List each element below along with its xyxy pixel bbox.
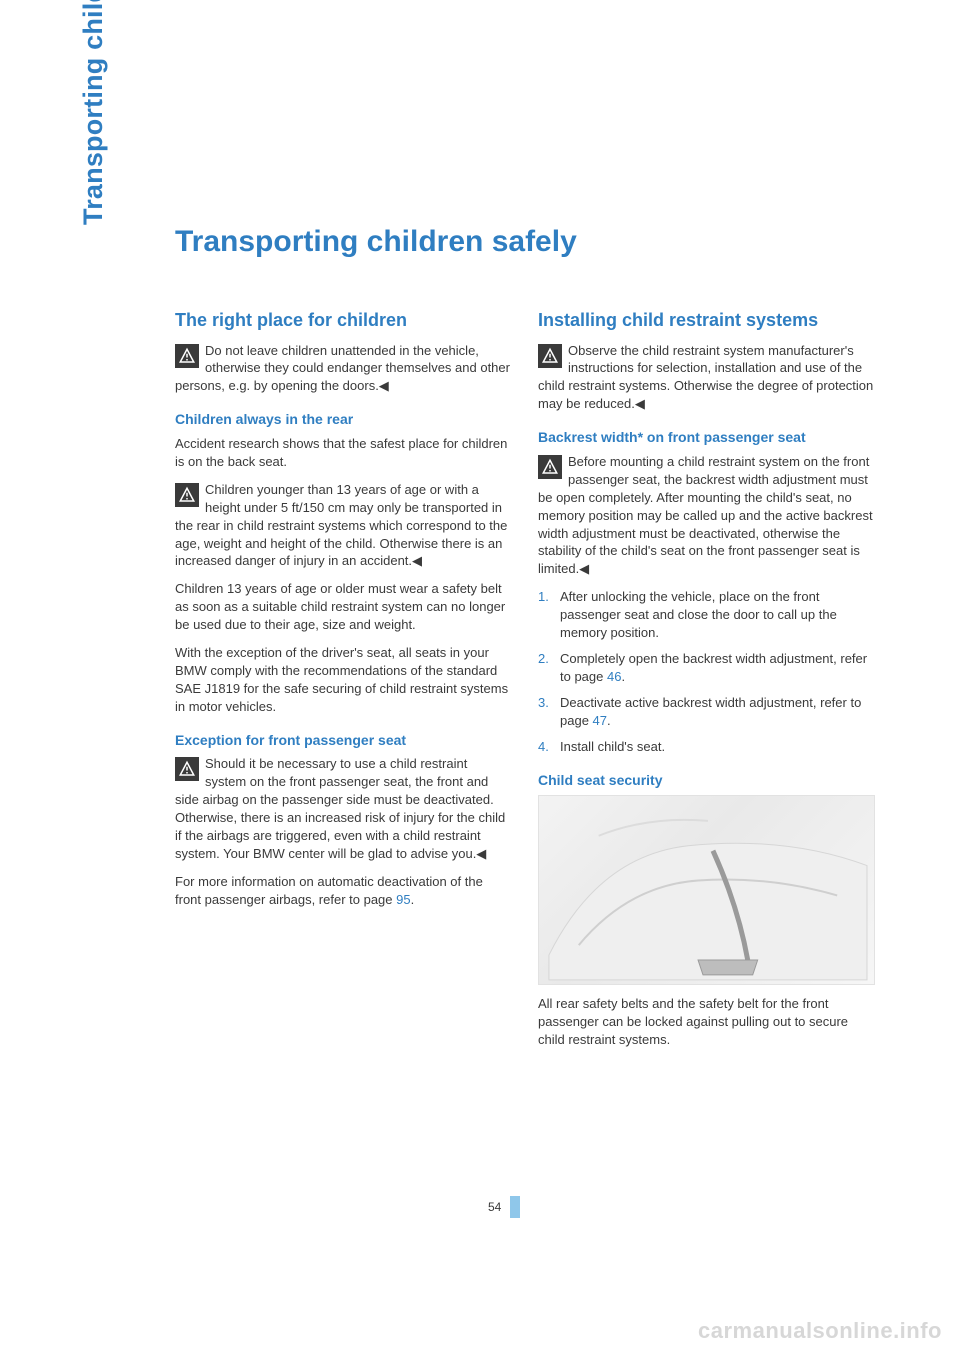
warning-icon [175, 757, 199, 781]
sub-heading-child-seat-security: Child seat security [538, 772, 875, 790]
page-number: 54 [488, 1200, 501, 1214]
warning-text: Do not leave children unattended in the … [175, 343, 510, 394]
body-text-fragment: . [411, 892, 415, 907]
page-ref-link[interactable]: 95 [396, 892, 410, 907]
page-ref-link[interactable]: 47 [593, 713, 607, 728]
warning-paragraph: Observe the child restraint system manuf… [538, 342, 875, 414]
sub-heading-backrest-width: Backrest width* on front passenger seat [538, 429, 875, 447]
right-column: Installing child restraint systems Obser… [538, 309, 875, 1059]
side-tab-label: Transporting children safely [78, 0, 109, 225]
figure-caption: All rear safety belts and the safety bel… [538, 995, 875, 1049]
step-text-fragment: . [621, 669, 625, 684]
body-text: Accident research shows that the safest … [175, 435, 512, 471]
warning-text: Children younger than 13 years of age or… [175, 482, 507, 569]
sub-heading-children-rear: Children always in the rear [175, 411, 512, 429]
warning-icon [538, 344, 562, 368]
columns: The right place for children Do not leav… [175, 309, 875, 1059]
step-item: After unlocking the vehicle, place on th… [538, 588, 875, 642]
step-text-fragment: . [607, 713, 611, 728]
warning-icon [538, 455, 562, 479]
warning-paragraph: Before mounting a child restraint system… [538, 453, 875, 579]
left-column: The right place for children Do not leav… [175, 309, 512, 1059]
watermark: carmanualsonline.info [698, 1318, 942, 1344]
page: Transporting children safely Transportin… [0, 0, 960, 1358]
page-title: Transporting children safely [175, 225, 875, 259]
body-text-fragment: For more information on automatic deacti… [175, 874, 483, 907]
seat-illustration [539, 796, 874, 985]
warning-paragraph: Children younger than 13 years of age or… [175, 481, 512, 571]
step-item: Install child's seat. [538, 738, 875, 756]
step-item: Deactivate active backrest width adjustm… [538, 694, 875, 730]
warning-paragraph: Do not leave children unattended in the … [175, 342, 512, 396]
sub-heading-exception-front: Exception for front passenger seat [175, 732, 512, 750]
section-heading-installing: Installing child restraint systems [538, 309, 875, 332]
seat-belt-figure [538, 795, 875, 985]
warning-icon [175, 483, 199, 507]
warning-text: Should it be necessary to use a child re… [175, 756, 505, 861]
body-text: For more information on automatic deacti… [175, 873, 512, 909]
body-text: Children 13 years of age or older must w… [175, 580, 512, 634]
page-ref-link[interactable]: 46 [607, 669, 621, 684]
content-area: Transporting children safely The right p… [175, 225, 875, 1059]
body-text: With the exception of the driver's seat,… [175, 644, 512, 716]
warning-text: Before mounting a child restraint system… [538, 454, 873, 577]
page-number-bar [510, 1196, 520, 1218]
warning-icon [175, 344, 199, 368]
step-item: Completely open the backrest width adjus… [538, 650, 875, 686]
warning-paragraph: Should it be necessary to use a child re… [175, 755, 512, 863]
warning-text: Observe the child restraint system manuf… [538, 343, 873, 412]
section-heading-right-place: The right place for children [175, 309, 512, 332]
steps-list: After unlocking the vehicle, place on th… [538, 588, 875, 756]
